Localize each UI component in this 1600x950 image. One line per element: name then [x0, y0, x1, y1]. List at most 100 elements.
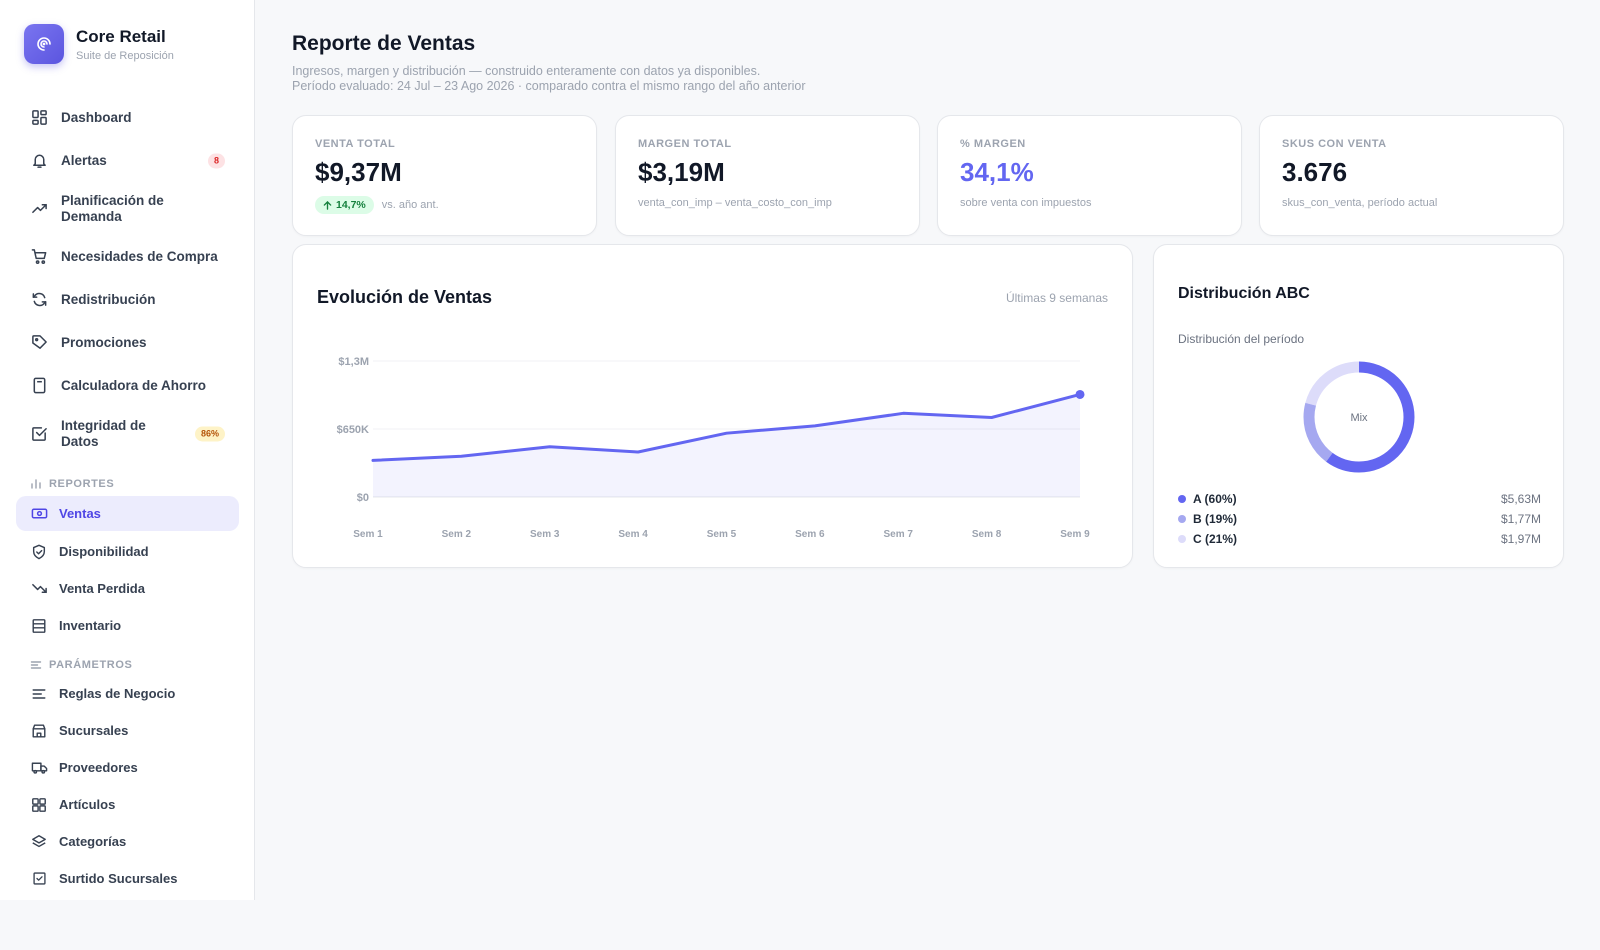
nav-label: Necesidades de Compra — [61, 248, 218, 264]
check-square-icon — [30, 425, 48, 443]
brand-logo-icon — [24, 24, 64, 64]
nav-item-reglas[interactable]: Reglas de Negocio — [16, 675, 239, 712]
nav-label: Calculadora de Ahorro — [61, 377, 207, 393]
nav-item-calculadora[interactable]: Calculadora de Ahorro — [16, 364, 239, 407]
grid-icon — [30, 796, 48, 814]
series-line — [371, 392, 1082, 462]
store-icon — [30, 722, 48, 740]
legend-value: $5,63M — [1500, 492, 1541, 506]
nav-label: Alertas — [61, 152, 107, 168]
section-heading-label: REPORTES — [49, 478, 115, 490]
section-heading-label: PARÁMETROS — [49, 659, 133, 671]
trend-icon — [30, 200, 48, 218]
nav-item-venta-perdida[interactable]: Venta Perdida — [16, 570, 239, 607]
trend-value: 14,7% — [336, 199, 366, 211]
x-tick-label: Sem 7 — [884, 529, 914, 540]
abc-title: Distribución ABC — [1178, 285, 1310, 302]
sales-chart-card: Evolución de Ventas Últimas 9 semanas $0… — [292, 244, 1133, 568]
x-tick-label: Sem 8 — [972, 529, 1002, 540]
nav-label: Planificación de Demanda — [61, 192, 164, 224]
trend-down-icon — [30, 580, 48, 598]
nav-label: Artículos — [59, 796, 116, 812]
nav-item-integridad[interactable]: Integridad de Datos 86% — [16, 407, 239, 460]
cart-icon — [30, 248, 48, 266]
nav-label: Integridad de Datos — [61, 417, 146, 449]
database-icon — [30, 617, 48, 635]
nav-label: Venta Perdida — [59, 580, 145, 596]
x-tick-label: Sem 4 — [618, 529, 648, 540]
legend-label: B (19%) — [1193, 512, 1238, 526]
kpi-value: 3.676 — [1282, 157, 1348, 187]
x-tick-label: Sem 9 — [1060, 529, 1090, 540]
nav-label: Reglas de Negocio — [59, 685, 176, 701]
x-tick-label: Sem 3 — [530, 529, 560, 540]
integrity-badge: 86% — [194, 426, 225, 441]
nav-label: Categorías — [59, 833, 127, 849]
donut-center-label: Mix — [1350, 412, 1368, 424]
nav-item-necesidades[interactable]: Necesidades de Compra — [16, 235, 239, 278]
nav-item-promociones[interactable]: Promociones — [16, 321, 239, 364]
legend-dot — [1178, 495, 1186, 503]
nav-item-ventas[interactable]: Ventas — [16, 496, 239, 531]
x-tick-label: Sem 5 — [707, 529, 737, 540]
main-nav: Dashboard Alertas 8 Planificación de Dem… — [16, 96, 239, 460]
abc-donut-chart: Mix — [1303, 361, 1415, 473]
section-heading-reportes: REPORTES — [30, 478, 114, 490]
nav-item-planificacion[interactable]: Planificación de Demanda — [16, 182, 239, 235]
page-period-line: Período evaluado: 24 Jul – 23 Ago 2026 ·… — [292, 79, 806, 93]
nav-item-alertas[interactable]: Alertas 8 — [16, 139, 239, 182]
nav-item-redistribucion[interactable]: Redistribución — [16, 278, 239, 321]
lines-icon — [30, 659, 42, 671]
nav-label: Inventario — [59, 617, 122, 633]
kpi-card-margen-total: MARGEN TOTAL $3,19M venta_con_imp – vent… — [615, 115, 920, 236]
legend-value: $1,77M — [1500, 512, 1541, 526]
nav-label: Disponibilidad — [59, 543, 149, 559]
trend-badge: 14,7% — [315, 196, 374, 214]
nav-item-dashboard[interactable]: Dashboard — [16, 96, 239, 139]
kpi-value: 34,1% — [960, 157, 1034, 187]
donut-segment — [1303, 361, 1415, 473]
kpi-card-venta-total: VENTA TOTAL $9,37M 14,7% vs. año ant. — [292, 115, 597, 236]
kpi-card-skus: SKUS CON VENTA 3.676 skus_con_venta, per… — [1259, 115, 1564, 236]
y-tick-label: $1,3M — [338, 356, 369, 368]
legend-row-c: C (21%) $1,97M — [1178, 529, 1541, 549]
checkbox-icon — [30, 870, 48, 888]
nav-label: Redistribución — [61, 291, 156, 307]
nav-item-articulos[interactable]: Artículos — [16, 786, 239, 823]
kpi-note: skus_con_venta, período actual — [1282, 197, 1438, 209]
bar-chart-icon — [30, 478, 42, 490]
bell-icon — [30, 152, 48, 170]
nav-item-surtido[interactable]: Surtido Sucursales — [16, 860, 239, 897]
trend-note: vs. año ant. — [381, 199, 439, 211]
section-heading-parametros: PARÁMETROS — [30, 659, 132, 671]
nav-item-inventario[interactable]: Inventario — [16, 607, 239, 644]
money-icon — [30, 505, 48, 523]
abc-legend: A (60%) $5,63M B (19%) $1,77M C (21%) $1… — [1178, 489, 1541, 549]
nav-item-sucursales[interactable]: Sucursales — [16, 712, 239, 749]
kpi-note: sobre venta con impuestos — [960, 197, 1092, 209]
kpi-label: MARGEN TOTAL — [638, 138, 732, 150]
nav-label: Surtido Sucursales — [59, 870, 178, 886]
kpi-note: venta_con_imp – venta_costo_con_imp — [638, 197, 832, 209]
lines-icon — [30, 685, 48, 703]
abc-subtitle: Distribución del período — [1178, 332, 1305, 346]
y-tick-label: $650K — [337, 424, 369, 436]
shield-icon — [30, 543, 48, 561]
brand[interactable]: Core Retail Suite de Reposición — [24, 24, 174, 64]
kpi-value: $3,19M — [638, 157, 725, 187]
reportes-nav: Ventas Disponibilidad Venta Perdida Inve… — [16, 496, 239, 644]
legend-label: A (60%) — [1193, 492, 1237, 506]
refresh-icon — [30, 291, 48, 309]
x-tick-label: Sem 6 — [795, 529, 825, 540]
series-area — [373, 394, 1080, 497]
nav-item-categorias[interactable]: Categorías — [16, 823, 239, 860]
nav-item-proveedores[interactable]: Proveedores — [16, 749, 239, 786]
page-description: Ingresos, margen y distribución — constr… — [292, 64, 806, 94]
legend-row-a: A (60%) $5,63M — [1178, 489, 1541, 509]
nav-item-disponibilidad[interactable]: Disponibilidad — [16, 533, 239, 570]
layers-icon — [30, 833, 48, 851]
data-point — [1075, 389, 1085, 399]
legend-row-b: B (19%) $1,77M — [1178, 509, 1541, 529]
nav-label: Sucursales — [59, 722, 129, 738]
legend-dot — [1178, 515, 1186, 523]
